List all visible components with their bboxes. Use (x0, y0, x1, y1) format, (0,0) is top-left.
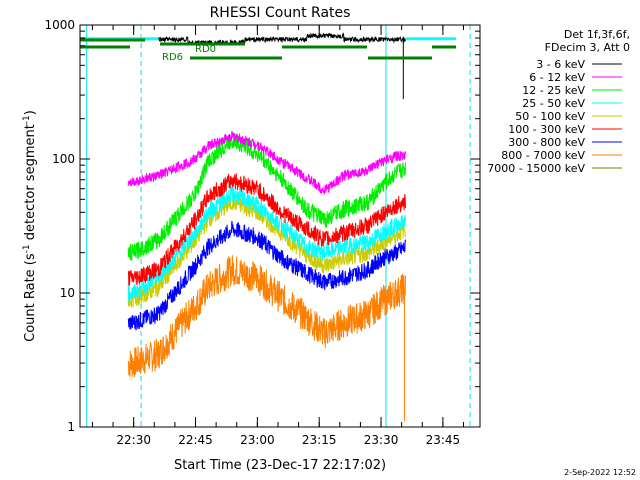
legend-header-line-1: Det 1f,3f,6f, (564, 28, 630, 41)
series-line (127, 194, 406, 308)
y-tick-label: 10 (60, 286, 75, 300)
x-tick-label: 23:30 (364, 433, 399, 447)
legend-entry-label: 6 - 12 keV (529, 71, 585, 84)
legend: Det 1f,3f,6f, FDecim 3, Att 0 3 - 6 keV6… (487, 28, 630, 175)
legend-entry-label: 25 - 50 keV (522, 97, 585, 110)
legend-entry-label: 300 - 800 keV (508, 136, 585, 149)
y-axis-ticks: 1 10 100 1000 (44, 18, 480, 434)
legend-header-line-2: FDecim 3, Att 0 (545, 41, 630, 54)
rd-marker-bars (80, 38, 456, 60)
x-tick-label: 23:00 (240, 433, 275, 447)
x-tick-label: 22:45 (178, 433, 213, 447)
y-tick-label: 100 (52, 152, 75, 166)
legend-entry-label: 3 - 6 keV (536, 58, 585, 71)
series-line (127, 255, 406, 378)
vertical-marker-lines (86, 25, 471, 427)
legend-entry-label: 50 - 100 keV (515, 110, 585, 123)
x-axis-ticks: 22:30 22:45 23:00 23:15 23:30 23:45 (91, 25, 465, 447)
x-axis-label: Start Time (23-Dec-17 22:17:02) (174, 458, 386, 473)
series-line (127, 185, 406, 302)
series-line (127, 130, 406, 195)
x-tick-label: 22:30 (116, 433, 151, 447)
footer-date: 2-Sep-2022 12:52 (564, 468, 636, 477)
rd6-label: RD6 (162, 52, 183, 63)
series-line (127, 133, 406, 261)
series-line (127, 173, 406, 286)
y-tick-label: 1000 (44, 18, 75, 32)
legend-entry-label: 800 - 7000 keV (501, 149, 585, 162)
x-tick-label: 23:15 (302, 433, 337, 447)
x-tick-label: 23:45 (426, 433, 461, 447)
legend-entry-label: 7000 - 15000 keV (487, 162, 585, 175)
legend-entry-label: 100 - 300 keV (508, 123, 585, 136)
chart-title: RHESSI Count Rates (210, 5, 351, 21)
y-tick-label: 1 (67, 420, 75, 434)
rd0-label: RD0 (195, 44, 216, 55)
series-line (127, 220, 406, 331)
plot-frame (79, 24, 481, 428)
legend-entry-label: 12 - 25 keV (522, 84, 585, 97)
y-axis-label: Count Rate (s-1 detector segment-1) (22, 110, 38, 342)
